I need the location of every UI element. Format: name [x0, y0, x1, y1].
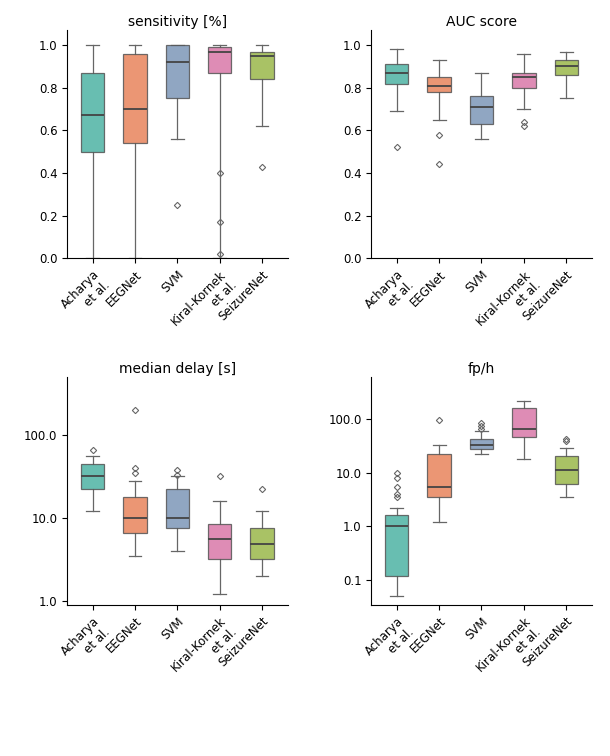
Bar: [470, 439, 493, 449]
Bar: [512, 407, 536, 438]
Bar: [385, 64, 408, 83]
Bar: [123, 497, 146, 534]
Bar: [428, 77, 451, 92]
Title: fp/h: fp/h: [468, 361, 495, 376]
Title: sensitivity [%]: sensitivity [%]: [127, 15, 227, 29]
Bar: [81, 463, 104, 489]
Bar: [208, 524, 231, 559]
Title: AUC score: AUC score: [446, 15, 517, 29]
Title: median delay [s]: median delay [s]: [119, 361, 236, 376]
Bar: [470, 96, 493, 124]
Bar: [385, 516, 408, 576]
Bar: [428, 454, 451, 497]
Bar: [166, 489, 189, 528]
Bar: [554, 60, 578, 75]
Bar: [554, 457, 578, 485]
Bar: [208, 48, 231, 73]
Bar: [251, 528, 274, 559]
Bar: [512, 73, 536, 88]
Bar: [251, 51, 274, 79]
Bar: [166, 45, 189, 98]
Bar: [81, 73, 104, 152]
Bar: [123, 54, 146, 143]
